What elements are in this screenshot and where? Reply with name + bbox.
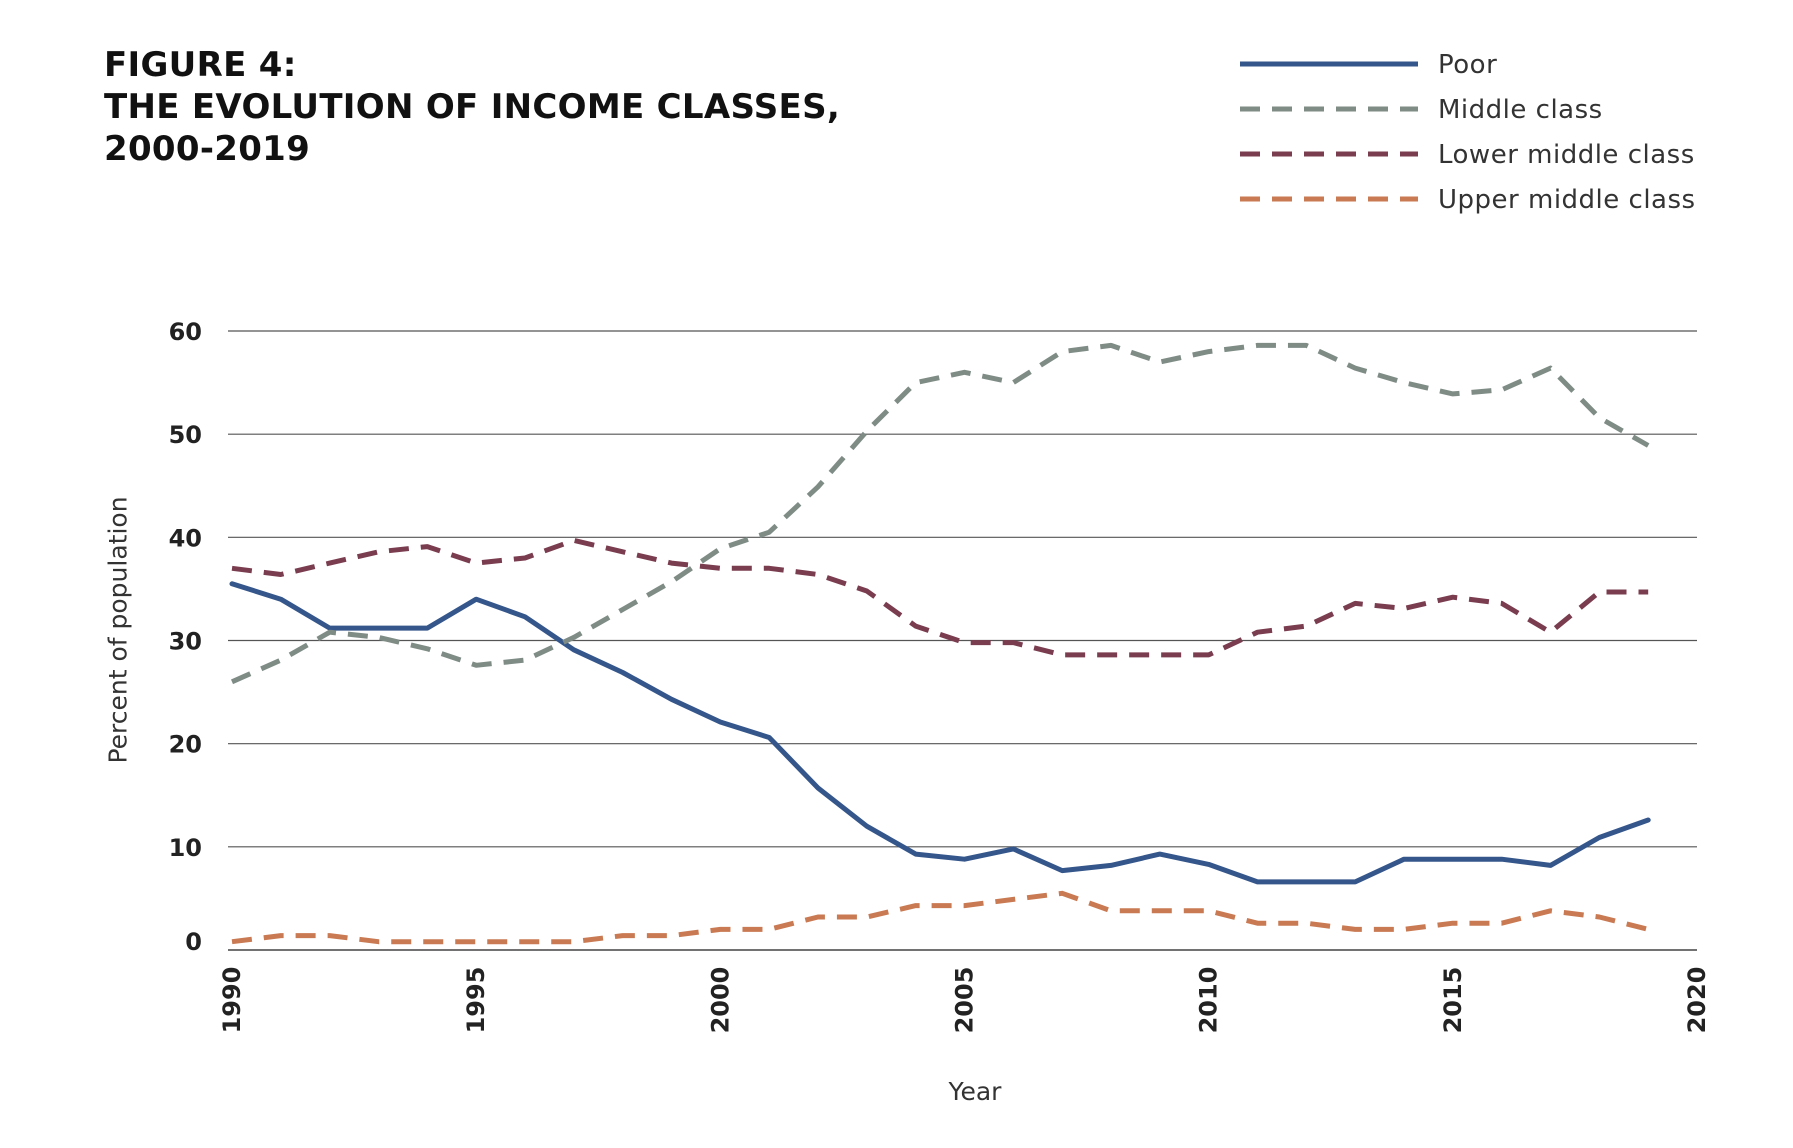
- x-tick-label: 2020: [1683, 967, 1711, 1034]
- x-tick-label: 2015: [1439, 967, 1467, 1034]
- x-tick-label: 1990: [218, 967, 246, 1034]
- series-line-lower-middle-class: [231, 537, 1649, 658]
- figure-title-line-1: FIGURE 4:: [104, 45, 297, 85]
- legend-label-middle-class: Middle class: [1438, 95, 1603, 125]
- legend-label-upper-middle-class: Upper middle class: [1438, 185, 1696, 215]
- series-lines: [229, 342, 1651, 945]
- y-tick-label: 40: [169, 524, 202, 552]
- figure-title-line-3: 2000-2019: [104, 129, 311, 169]
- legend: Poor Middle class Lower middle class Upper …: [1240, 50, 1696, 215]
- series-line-upper-middle-class: [231, 890, 1649, 945]
- y-tick-label: 0: [185, 928, 202, 956]
- figure-title: FIGURE 4: THE EVOLUTION OF INCOME CLASSE…: [104, 44, 840, 170]
- x-axis-label: Year: [948, 1077, 1003, 1106]
- y-tick-label: 60: [169, 318, 202, 346]
- y-tick-label: 20: [169, 731, 202, 759]
- grid-lines: [228, 330, 1697, 951]
- y-axis-label: Percent of population: [104, 496, 133, 763]
- x-tick-label: 2000: [706, 967, 734, 1034]
- x-tick-label: 2010: [1195, 967, 1223, 1034]
- x-tick-label: 1995: [462, 967, 490, 1034]
- y-tick-label: 30: [169, 628, 202, 656]
- legend-label-poor: Poor: [1438, 50, 1497, 80]
- y-tick-label: 10: [169, 834, 202, 862]
- x-tick-label: 2005: [951, 967, 979, 1034]
- axes: 0 10 20 30 40 50 60 1990 1995 2000 2005 2010 2015 202…: [104, 318, 1712, 1106]
- series-line-poor: [229, 581, 1651, 885]
- y-tick-label: 50: [169, 421, 202, 449]
- legend-label-lower-middle-class: Lower middle class: [1438, 140, 1695, 170]
- series-line-middle-class: [230, 342, 1650, 685]
- figure-title-line-2: THE EVOLUTION OF INCOME CLASSES,: [104, 87, 841, 127]
